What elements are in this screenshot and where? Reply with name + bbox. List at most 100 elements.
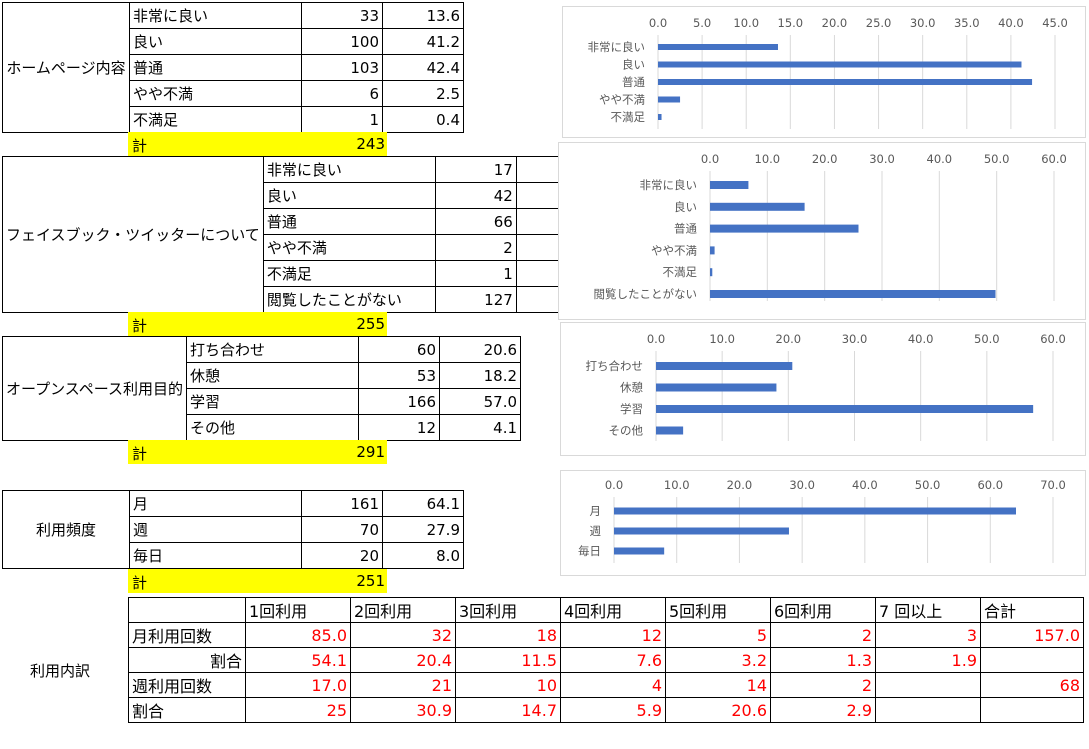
total-label: 計 — [132, 445, 148, 463]
usage-cell: 1.9 — [875, 647, 981, 673]
tick-label: 15.0 — [778, 16, 804, 30]
row-count: 53 — [358, 362, 441, 389]
usage-cell: 21 — [350, 672, 456, 698]
row-label: 休憩 — [186, 362, 360, 389]
openspace-category: オープンスペース利用目的 — [1, 336, 188, 441]
category-label: 月 — [590, 504, 602, 518]
row-count: 60 — [358, 336, 441, 363]
chart-frequency: 0.0 10.0 20.0 30.0 40.0 50.0 60.0 70.0 月週毎日 — [560, 470, 1086, 576]
row-pct: 41.2 — [382, 28, 464, 55]
row-count: 127 — [434, 286, 517, 313]
usage-cell: 157.0 — [980, 622, 1084, 648]
usage-cell: 18 — [455, 622, 561, 648]
openspace-total: 計 291 — [128, 440, 387, 464]
homepage-table: ホームページ内容 非常に良い 33 13.6 良い 100 41.2 普通 103 42… — [2, 2, 464, 133]
usage-cell: 32 — [350, 622, 456, 648]
row-label: 週 — [129, 516, 302, 543]
usage-cell: 2.9 — [770, 697, 876, 723]
usage-cell — [980, 647, 1084, 673]
total-label: 計 — [132, 317, 148, 335]
category-label: 非常に良い — [640, 178, 698, 192]
usage-table: 1回利用 2回利用 3回利用 4回利用 5回利用 6回利用 7 回以上 合計 月… — [128, 597, 1084, 723]
category-label: 週 — [590, 524, 602, 538]
row-label: 学習 — [186, 388, 360, 415]
tick-label: 45.0 — [1042, 16, 1068, 30]
row-count: 100 — [301, 28, 383, 55]
tick-label: 20.0 — [727, 478, 753, 492]
bar — [658, 114, 662, 120]
chart-homepage: 0.0 5.0 10.0 15.0 20.0 25.0 30.0 35.0 40.0 45.0 非常… — [562, 6, 1086, 138]
tick-label: 20.0 — [776, 332, 802, 346]
tick-label: 70.0 — [1040, 478, 1066, 492]
row-label: 普通 — [129, 54, 302, 81]
usage-cell: 20.6 — [665, 697, 771, 723]
usage-row-label: 週利用回数 — [128, 672, 246, 698]
category-label: 良い — [674, 200, 697, 214]
usage-header-cell: 4回利用 — [560, 597, 666, 623]
category-label: 打ち合わせ — [586, 359, 644, 373]
tick-label: 60.0 — [1041, 152, 1067, 166]
row-pct: 27.9 — [382, 516, 464, 543]
chart-facebook-svg: 0.0 10.0 20.0 30.0 40.0 50.0 60.0 非常に良い良い普通やや不満… — [594, 152, 1067, 301]
tick-label: 10.0 — [755, 152, 781, 166]
usage-header-cell: 合計 — [980, 597, 1084, 623]
usage-cell: 5.9 — [560, 697, 666, 723]
tick-label: 10.0 — [709, 332, 735, 346]
usage-header-cell — [128, 597, 246, 623]
frequency-total: 計 251 — [128, 569, 387, 593]
bar — [656, 362, 793, 370]
row-count: 103 — [301, 54, 383, 81]
usage-cell: 12 — [560, 622, 666, 648]
total-value: 291 — [356, 443, 385, 461]
category-label: やや不満 — [599, 93, 645, 107]
total-value: 251 — [356, 572, 385, 590]
tick-label: 50.0 — [984, 152, 1010, 166]
usage-header-cell: 3回利用 — [455, 597, 561, 623]
frequency-category: 利用頻度 — [2, 490, 130, 569]
bar — [710, 181, 749, 189]
bar — [710, 246, 715, 255]
total-value: 243 — [356, 135, 385, 153]
row-label: 非常に良い — [129, 2, 302, 29]
tick-label: 0.0 — [701, 152, 719, 166]
bar — [658, 79, 1033, 85]
category-label: 休憩 — [620, 381, 643, 395]
category-label: その他 — [609, 424, 644, 438]
row-count: 33 — [301, 2, 383, 29]
bar — [614, 507, 1016, 515]
row-count: 42 — [434, 182, 517, 209]
usage-cell: 2 — [770, 622, 876, 648]
usage-cell: 3.2 — [665, 647, 771, 673]
tick-label: 10.0 — [733, 16, 759, 30]
openspace-table: オープンスペース利用目的 打ち合わせ 60 20.6 休憩 53 18.2 学習 16… — [1, 336, 522, 441]
tick-label: 30.0 — [789, 478, 815, 492]
usage-cell: 4 — [560, 672, 666, 698]
bar — [656, 405, 1034, 413]
tick-label: 0.0 — [605, 478, 623, 492]
usage-cell: 7.6 — [560, 647, 666, 673]
row-pct: 18.2 — [439, 362, 522, 389]
usage-cell: 17.0 — [245, 672, 351, 698]
row-label: 良い — [262, 182, 436, 209]
row-count: 66 — [434, 208, 517, 235]
row-count: 2 — [434, 234, 517, 261]
usage-cell: 11.5 — [455, 647, 561, 673]
row-count: 17 — [434, 156, 517, 183]
row-pct: 64.1 — [382, 490, 464, 517]
usage-cell — [875, 697, 981, 723]
tick-label: 20.0 — [822, 16, 848, 30]
row-label: 不満足 — [129, 106, 302, 133]
row-count: 6 — [301, 80, 383, 107]
bar — [710, 268, 713, 277]
usage-cell: 68 — [980, 672, 1084, 698]
category-label: 普通 — [622, 75, 645, 89]
bar — [710, 202, 805, 211]
total-value: 255 — [356, 315, 385, 333]
chart-homepage-svg: 0.0 5.0 10.0 15.0 20.0 25.0 30.0 35.0 40.0 45.0 非常… — [588, 16, 1068, 129]
category-label: 学習 — [620, 402, 643, 416]
tick-label: 50.0 — [974, 332, 1000, 346]
facebook-total: 計 255 — [128, 312, 387, 336]
row-pct: 42.4 — [382, 54, 464, 81]
row-count: 166 — [358, 388, 441, 415]
